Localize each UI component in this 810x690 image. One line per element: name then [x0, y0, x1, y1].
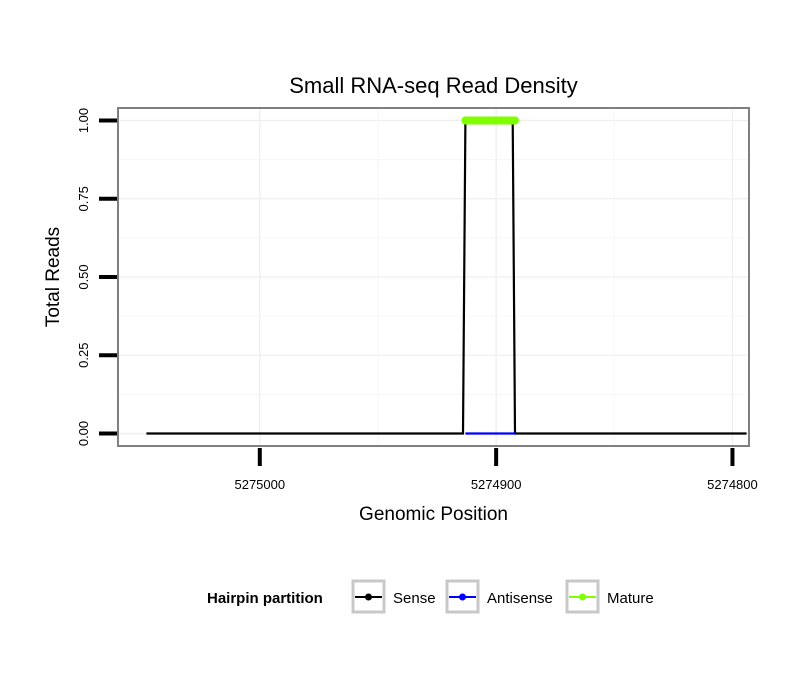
y-tick-label: 0.25	[76, 343, 91, 368]
y-axis-title: Total Reads	[43, 227, 64, 327]
legend-label-antisense: Antisense	[487, 590, 553, 607]
x-tick-label: 5275000	[234, 477, 285, 492]
legend-label-sense: Sense	[393, 590, 436, 607]
data-series	[146, 116, 747, 435]
y-tick-label: 1.00	[76, 108, 91, 133]
y-tick-label: 0.00	[76, 421, 91, 446]
y-tick-label: 0.50	[76, 264, 91, 289]
legend: Hairpin partition Sense Antisense Mature	[207, 579, 654, 614]
legend-item-antisense: Antisense	[445, 579, 553, 614]
legend-label-mature: Mature	[607, 590, 654, 607]
x-axis-title: Genomic Position	[359, 504, 508, 525]
legend-item-mature: Mature	[565, 579, 654, 614]
legend-title: Hairpin partition	[207, 590, 323, 607]
legend-point-sense	[365, 593, 372, 601]
chart-title: Small RNA-seq Read Density	[289, 73, 578, 98]
legend-point-mature	[579, 593, 586, 601]
y-tick-label: 0.75	[76, 186, 91, 211]
legend-item-sense: Sense	[351, 579, 436, 614]
x-tick-label: 5274900	[471, 477, 522, 492]
legend-point-antisense	[459, 593, 466, 601]
x-tick-label: 5274800	[707, 477, 758, 492]
axes: 0.00 0.25 0.50 0.75 1.00 5275000 5274900 527480…	[76, 108, 758, 492]
grid-lines	[118, 108, 749, 446]
plot-border	[117, 107, 750, 447]
